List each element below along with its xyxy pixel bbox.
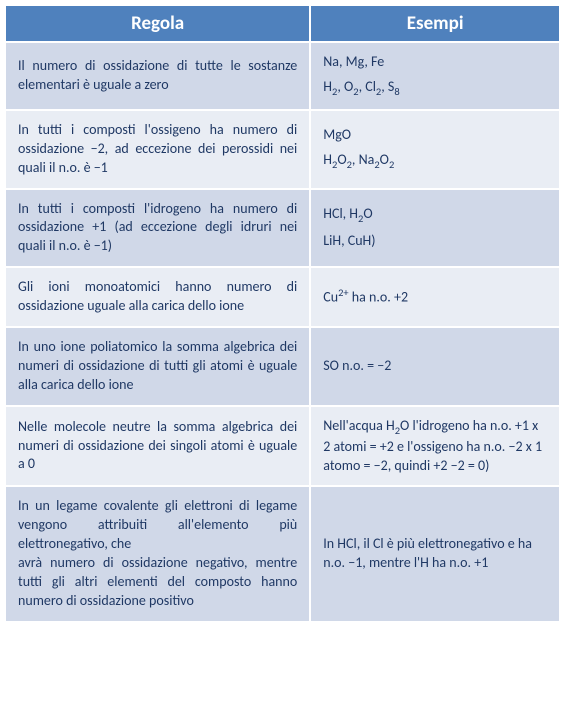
example-cell: HCl, H2OLiH, CuH) — [310, 189, 560, 268]
table-row: Il numero di ossidazione di tutte le sos… — [5, 42, 560, 110]
example-cell: MgOH2O2, Na2O2 — [310, 110, 560, 189]
rule-cell: In un legame covalente gli elettroni di … — [5, 486, 310, 621]
example-cell: Nell'acqua H2O l'idrogeno ha n.o. +1 x 2… — [310, 406, 560, 487]
table-row: In tutti i composti l'ossigeno ha numero… — [5, 110, 560, 189]
rule-cell: Gli ioni monoatomici hanno numero di oss… — [5, 267, 310, 327]
example-cell: SO n.o. = −2 — [310, 327, 560, 406]
header-rule: Regola — [5, 5, 310, 42]
example-cell: Cu2+ ha n.o. +2 — [310, 267, 560, 327]
table-row: Nelle molecole neutre la somma algebrica… — [5, 406, 560, 487]
table-row: In un legame covalente gli elettroni di … — [5, 486, 560, 621]
header-examples: Esempi — [310, 5, 560, 42]
table-row: In uno ione poliatomico la somma algebri… — [5, 327, 560, 406]
rule-cell: Nelle molecole neutre la somma algebrica… — [5, 406, 310, 487]
rule-cell: In uno ione poliatomico la somma algebri… — [5, 327, 310, 406]
table-row: In tutti i composti l'idrogeno ha numero… — [5, 189, 560, 268]
example-cell: Na, Mg, FeH2, O2, Cl2, S8 — [310, 42, 560, 110]
table-row: Gli ioni monoatomici hanno numero di oss… — [5, 267, 560, 327]
oxidation-rules-table: Regola Esempi Il numero di ossidazione d… — [4, 4, 561, 623]
rule-cell: In tutti i composti l'ossigeno ha numero… — [5, 110, 310, 189]
rule-cell: In tutti i composti l'idrogeno ha numero… — [5, 189, 310, 268]
table-header-row: Regola Esempi — [5, 5, 560, 42]
example-cell: In HCl, il Cl è più elettronegativo e ha… — [310, 486, 560, 621]
rule-cell: Il numero di ossidazione di tutte le sos… — [5, 42, 310, 110]
